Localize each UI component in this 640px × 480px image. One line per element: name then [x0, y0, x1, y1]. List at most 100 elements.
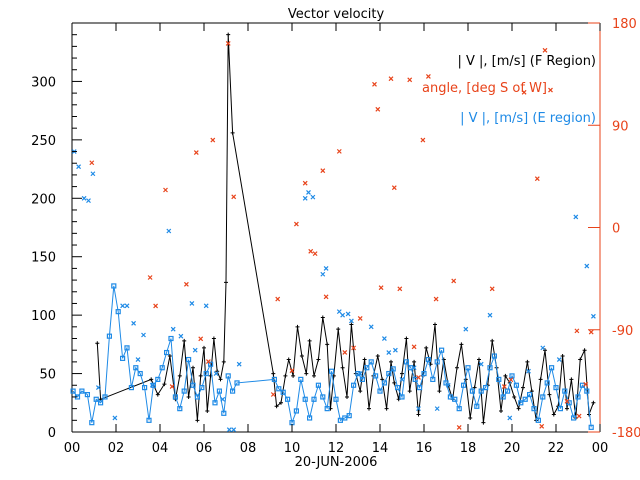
- data-point: [205, 408, 210, 413]
- data-point: [430, 376, 436, 383]
- data-point: [135, 357, 141, 362]
- data-point: [411, 344, 417, 350]
- series-e_region: [70, 283, 594, 430]
- data-point: [439, 347, 445, 353]
- data-point: [220, 396, 226, 402]
- data-point: [231, 427, 237, 433]
- data-point: [170, 326, 176, 332]
- data-point: [508, 377, 514, 383]
- data-point: [566, 400, 572, 406]
- data-point: [336, 327, 341, 332]
- data-point: [469, 388, 475, 394]
- data-point: [225, 373, 231, 379]
- data-point: [407, 389, 412, 394]
- data-point: [403, 359, 409, 365]
- data-point: [336, 309, 342, 315]
- data-point: [194, 394, 200, 400]
- data-point: [70, 388, 76, 394]
- y2-tick-label: -180: [612, 426, 640, 441]
- data-point: [336, 148, 342, 154]
- data-point: [540, 345, 546, 351]
- data-point: [137, 370, 143, 377]
- data-point: [456, 406, 462, 412]
- data-point: [455, 365, 459, 370]
- data-point: [89, 420, 95, 426]
- data-point: [518, 400, 524, 406]
- x-tick-label: 22: [548, 441, 565, 456]
- data-point: [513, 382, 520, 388]
- data-point: [534, 176, 540, 182]
- data-point: [522, 396, 528, 402]
- data-point: [531, 406, 537, 412]
- data-point: [299, 354, 304, 359]
- data-point: [342, 350, 348, 355]
- data-point: [141, 332, 146, 338]
- data-point: [408, 365, 414, 371]
- data-point: [434, 359, 440, 365]
- data-point: [224, 280, 228, 285]
- data-point: [407, 77, 413, 83]
- data-point: [325, 342, 330, 347]
- data-point: [95, 341, 100, 346]
- data-point: [210, 137, 216, 143]
- data-point: [186, 394, 191, 399]
- data-point: [86, 198, 91, 204]
- data-point: [153, 303, 159, 309]
- data-point: [425, 73, 431, 79]
- data-point: [193, 150, 199, 155]
- data-point: [526, 368, 531, 374]
- series-line-e_region: [72, 285, 592, 428]
- data-point: [159, 365, 165, 371]
- legend-entry-f-region: | V |, [m/s] (F Region): [457, 54, 596, 69]
- data-point: [275, 296, 281, 302]
- data-point: [395, 384, 401, 391]
- x-tick-label: 16: [416, 441, 433, 456]
- data-point: [386, 350, 392, 355]
- data-point: [507, 415, 513, 421]
- data-point: [390, 366, 396, 372]
- x-tick-label: 02: [108, 441, 125, 456]
- data-point: [102, 394, 108, 400]
- x-tick-label: 08: [240, 441, 257, 456]
- data-point: [345, 394, 349, 399]
- data-point: [124, 345, 130, 351]
- data-point: [312, 373, 316, 378]
- series-angle: [89, 41, 594, 430]
- data-point: [205, 359, 211, 364]
- data-point: [535, 417, 542, 423]
- data-point: [564, 398, 570, 404]
- data-point: [162, 382, 167, 387]
- x-tick-label: 14: [372, 441, 389, 456]
- data-point: [333, 396, 339, 402]
- data-point: [236, 361, 242, 367]
- data-point: [556, 357, 562, 362]
- data-point: [381, 336, 387, 341]
- x-tick-label: 06: [196, 441, 213, 456]
- data-point: [89, 160, 95, 166]
- data-point: [329, 368, 335, 374]
- data-point: [348, 318, 354, 324]
- data-point: [487, 312, 493, 318]
- data-point: [412, 359, 417, 364]
- data-point: [574, 328, 580, 334]
- data-point: [195, 418, 200, 423]
- data-point: [421, 370, 427, 377]
- data-point: [411, 365, 417, 371]
- data-point: [367, 406, 371, 411]
- data-point: [178, 333, 184, 339]
- data-point: [456, 425, 462, 430]
- data-point: [389, 359, 393, 364]
- data-point: [445, 382, 451, 388]
- data-point: [320, 394, 326, 400]
- x-axis-label: 20-JUN-2006: [295, 455, 378, 470]
- data-point: [323, 294, 329, 300]
- data-point: [191, 365, 195, 370]
- y-tick-label: 300: [31, 75, 56, 90]
- data-point: [375, 106, 381, 112]
- data-point: [203, 370, 209, 377]
- data-point: [146, 417, 152, 423]
- data-point: [298, 376, 304, 383]
- data-point: [373, 373, 379, 379]
- data-point: [443, 380, 449, 386]
- data-point: [190, 382, 196, 388]
